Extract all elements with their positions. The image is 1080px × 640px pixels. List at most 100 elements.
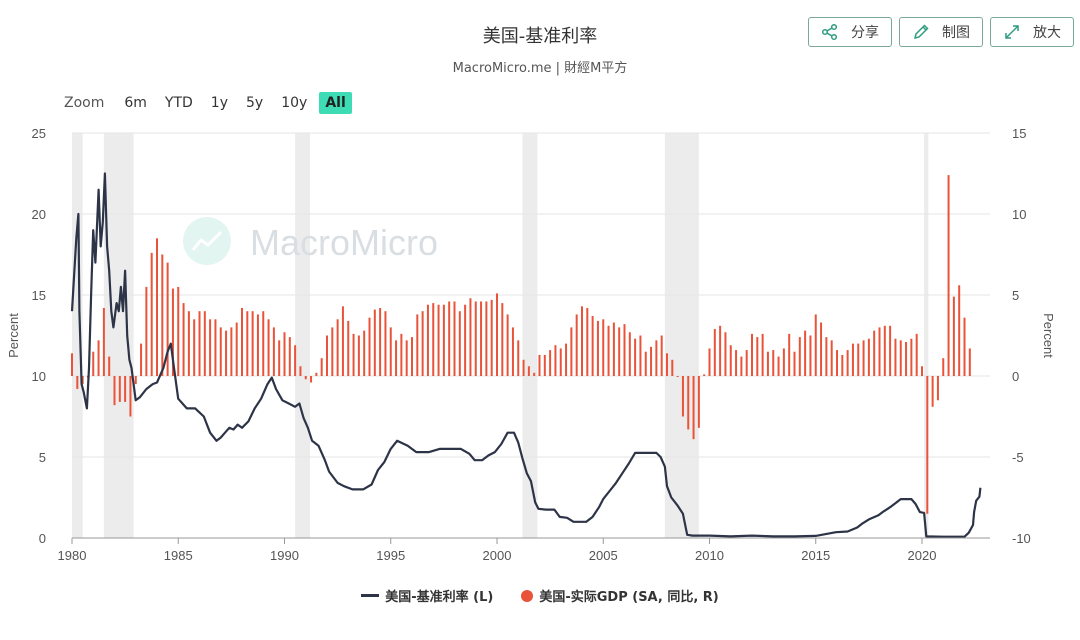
x-tick-label: 1990 (270, 548, 299, 563)
gdp-bar (219, 327, 222, 376)
gdp-bar (113, 376, 116, 406)
gdp-bar (442, 304, 445, 376)
zoom-5y-button[interactable]: 5y (246, 95, 264, 111)
gdp-bar (650, 346, 653, 376)
zoom-ytd-button[interactable]: YTD (164, 95, 193, 111)
gdp-bar (554, 345, 557, 376)
gdp-bar (676, 376, 679, 377)
draw-button[interactable]: 制图 (899, 17, 983, 47)
x-tick-label: 2010 (695, 548, 724, 563)
share-button[interactable]: 分享 (808, 17, 892, 47)
gdp-bar (118, 376, 121, 402)
gdp-bar (549, 350, 552, 376)
gdp-bar (341, 306, 344, 376)
x-tick-label: 1985 (164, 548, 193, 563)
gdp-bar (145, 286, 148, 376)
gdp-bar (575, 314, 578, 376)
gdp-bar (458, 311, 461, 376)
gdp-bar (501, 303, 504, 376)
watermark-text: MacroMicro (250, 222, 438, 263)
gdp-bar (347, 320, 350, 376)
gdp-bar (745, 350, 748, 376)
gdp-bar (660, 335, 663, 376)
gdp-bar (846, 350, 849, 376)
gdp-bar (586, 307, 589, 376)
toolbar: 分享 制图 放大 (808, 17, 1074, 47)
recession-band (295, 133, 310, 538)
gdp-bar (612, 322, 615, 376)
gdp-bar (915, 333, 918, 376)
gdp-bar (331, 327, 334, 376)
legend-line-icon (361, 594, 380, 597)
gdp-bar (830, 340, 833, 376)
gdp-bar (942, 358, 945, 376)
gdp-bar (368, 317, 371, 376)
gdp-bar (820, 322, 823, 376)
gdp-bar (166, 262, 169, 376)
gdp-bar (102, 307, 105, 376)
gdp-bar (411, 337, 413, 376)
expand-icon (1003, 23, 1021, 41)
zoom-6m-button[interactable]: 6m (124, 95, 147, 111)
legend-item-gdp[interactable]: 美国-实际GDP (SA, 同比, R) (521, 586, 719, 605)
chart-title: 美国-基准利率 (482, 26, 598, 47)
gdp-bar (671, 359, 674, 376)
gdp-bar (777, 356, 780, 376)
recession-band (924, 133, 929, 538)
gdp-bar (623, 324, 626, 376)
gdp-bar (267, 319, 270, 376)
gdp-bar (899, 340, 902, 376)
legend: 美国-基准利率 (L) 美国-实际GDP (SA, 同比, R) (0, 586, 1080, 605)
gdp-bar (209, 319, 212, 376)
y-left-tick-label: 10 (32, 369, 46, 384)
gdp-bar (310, 376, 313, 383)
gdp-bar (570, 327, 573, 376)
gdp-bar (867, 338, 870, 376)
gdp-bar (947, 175, 950, 376)
gdp-bar (713, 329, 716, 376)
gdp-bar (851, 343, 854, 376)
gdp-bar (150, 252, 153, 376)
zoom-all-button[interactable]: All (319, 92, 352, 114)
zoom-10y-button[interactable]: 10y (281, 95, 308, 111)
gdp-bar (724, 332, 727, 376)
gdp-bar (336, 319, 339, 376)
share-label: 分享 (851, 25, 879, 41)
gdp-bar (655, 340, 658, 376)
expand-button[interactable]: 放大 (990, 17, 1074, 47)
gdp-bar (958, 285, 961, 376)
zoom-1y-button[interactable]: 1y (210, 95, 228, 111)
gdp-bar (363, 330, 366, 376)
y-right-tick-label: 0 (1012, 369, 1019, 384)
gdp-bar (506, 314, 509, 376)
y-right-tick-label: -5 (1012, 450, 1024, 465)
gdp-bar (140, 343, 143, 376)
gdp-bar (936, 376, 939, 401)
x-tick-label: 2000 (483, 548, 512, 563)
draw-label: 制图 (942, 25, 970, 41)
gdp-bar (203, 311, 206, 376)
gdp-bar (517, 340, 520, 376)
gdp-bar (421, 311, 424, 376)
gdp-bar (437, 304, 440, 376)
gdp-bar (883, 325, 886, 376)
gdp-bar (559, 348, 562, 376)
gdp-bar (538, 354, 541, 376)
zoom-bar: Zoom 6m YTD 1y 5y 10y All (64, 92, 358, 114)
legend-item-rate[interactable]: 美国-基准利率 (L) (361, 586, 493, 605)
x-tick-label: 2015 (801, 548, 830, 563)
gdp-bar (841, 354, 844, 376)
gdp-bar (496, 293, 498, 376)
gdp-bar (432, 303, 435, 376)
y-right-tick-label: 10 (1012, 207, 1026, 222)
legend-dot-icon (521, 589, 534, 602)
gdp-bar (634, 338, 637, 376)
gdp-bar (230, 327, 233, 376)
gdp-bar (697, 376, 700, 428)
gdp-bar (395, 340, 398, 376)
gdp-bar (278, 340, 281, 376)
gdp-bar (756, 337, 759, 376)
gdp-bar (134, 376, 137, 385)
gdp-bar (187, 311, 190, 376)
